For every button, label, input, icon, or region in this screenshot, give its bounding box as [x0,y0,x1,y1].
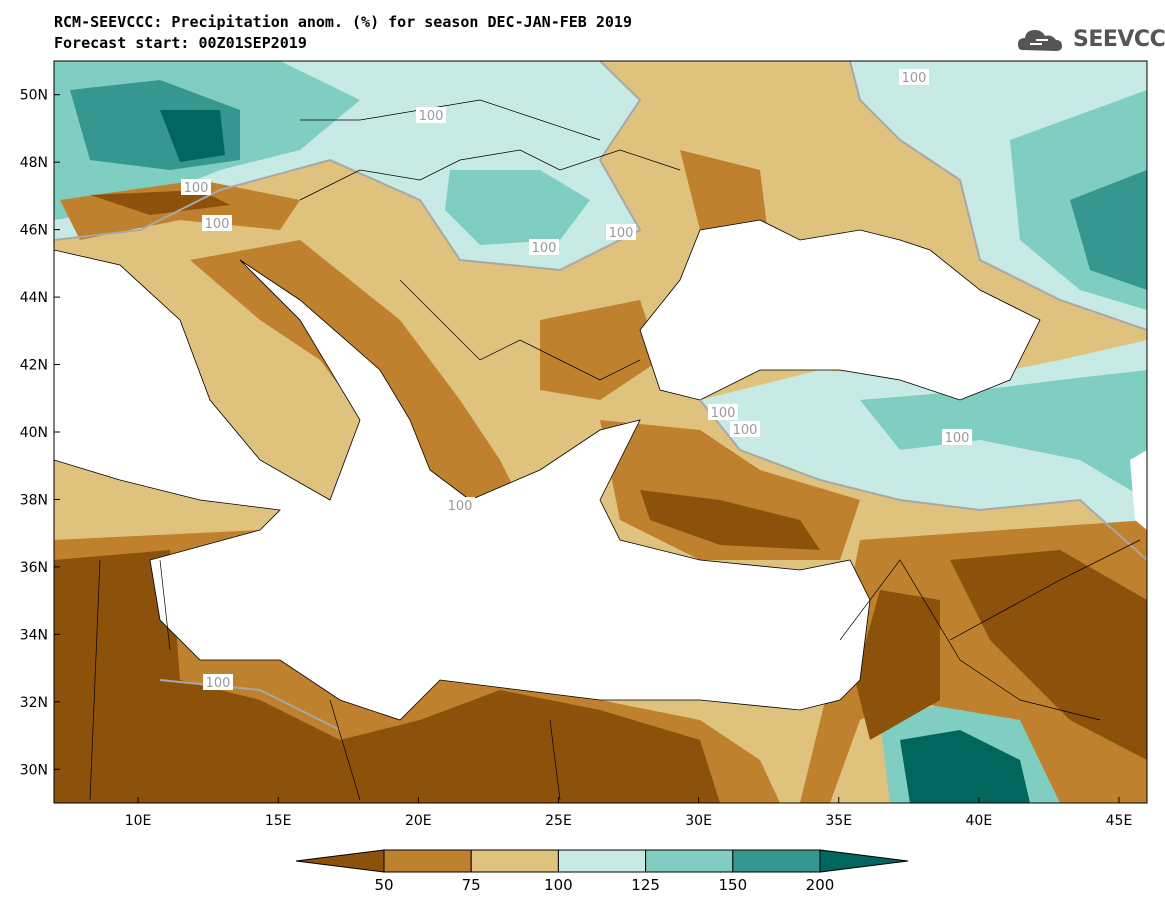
lon-axis: 10E 15E 20E 25E 30E 35E 40E 45E [125,797,1133,829]
lat-tick-label: 30N [20,762,48,778]
lat-tick-label: 38N [20,492,48,508]
lat-axis: 50N 48N 46N 44N 42N 40N 38N 36N 34N 32N 30N [20,88,60,778]
contour-label-bg [203,674,233,690]
contour-label: 100 [711,406,736,421]
contour-line [699,399,1147,561]
country-borders [89,99,1141,801]
colorbar-level-label: 100 [544,876,573,894]
contour-line [159,679,341,731]
anomaly-region [855,590,940,740]
colorbar-box [470,849,559,873]
lat-tick-label: 44N [20,290,48,306]
anomaly-region [445,170,590,245]
colorbar-level-label: 125 [631,876,660,894]
lon-tick-label: 35E [825,813,852,829]
contour-label-bg [416,107,446,123]
caspian-sea [1130,450,1147,530]
lon-tick-label: 10E [125,813,152,829]
anomaly-region [1070,170,1147,290]
contour-label: 100 [448,499,473,514]
contour-label-bg [708,404,738,420]
lon-tick-label: 20E [405,813,432,829]
lat-tick-label: 32N [20,695,48,711]
contour-label-bg [606,224,636,240]
contour-line [849,61,1147,331]
contour-label-bg [181,179,211,195]
anomaly-region [950,550,1147,760]
contour-label-bg [942,429,972,445]
map-title: RCM-SEEVCCC: Precipitation anom. (%) for… [54,13,632,31]
lat-tick-label: 50N [20,88,48,104]
contour-label: 100 [184,181,209,196]
contour-label: 100 [733,423,758,438]
contour-label-bg [202,215,232,231]
colorbar-under-triangle [295,849,385,873]
lat-tick-label: 36N [20,560,48,576]
cloud-icon [1018,30,1062,51]
colorbar-box [557,849,647,873]
contour-label: 100 [902,71,927,86]
contour-label: 100 [205,217,230,232]
contour-label: 100 [206,676,231,691]
anomaly-region [540,300,660,400]
colorbar-box [645,849,734,873]
anomaly-region [860,370,1147,500]
black-sea [639,219,1041,401]
contour-label-bg [445,497,475,513]
lat-tick-label: 34N [20,627,48,643]
lat-tick-label: 40N [20,425,48,441]
contour-line [54,61,642,272]
contour-label-bg [730,421,760,437]
lat-tick-label: 46N [20,223,48,239]
anomaly-region [640,490,820,550]
contour-label: 100 [532,241,557,256]
colorbar [295,849,909,873]
colorbar-box [732,849,821,873]
seevccc-logo: SEEVCCC [1073,27,1165,52]
contour-label-bg [529,239,559,255]
colorbar-over-triangle [819,849,909,873]
contour-label: 100 [945,431,970,446]
contour-label-bg [899,69,929,85]
colorbar-level-label: 50 [374,876,394,894]
contour-label: 100 [609,226,634,241]
anomaly-region [900,730,1030,803]
mediterranean-sea [54,249,871,721]
colorbar-level-label: 75 [461,876,481,894]
anomaly-region [160,110,225,162]
lon-tick-label: 40E [966,813,993,829]
lat-tick-label: 42N [20,358,48,374]
colorbar-level-label: 200 [805,876,835,894]
anomaly-region [90,190,230,215]
lat-tick-label: 48N [20,155,48,171]
lon-tick-label: 45E [1106,813,1133,829]
lon-tick-label: 30E [685,813,712,829]
contour-label: 100 [419,109,444,124]
forecast-start-label: Forecast start: 00Z01SEP2019 [54,34,307,52]
lon-tick-label: 25E [545,813,572,829]
anomaly-region [54,550,720,803]
contour-labels: 100 100 100 100 100 100 100 100 100 100 100 [181,69,972,691]
lon-tick-label: 15E [265,813,292,829]
colorbar-box [383,849,472,873]
colorbar-level-label: 150 [718,876,748,894]
